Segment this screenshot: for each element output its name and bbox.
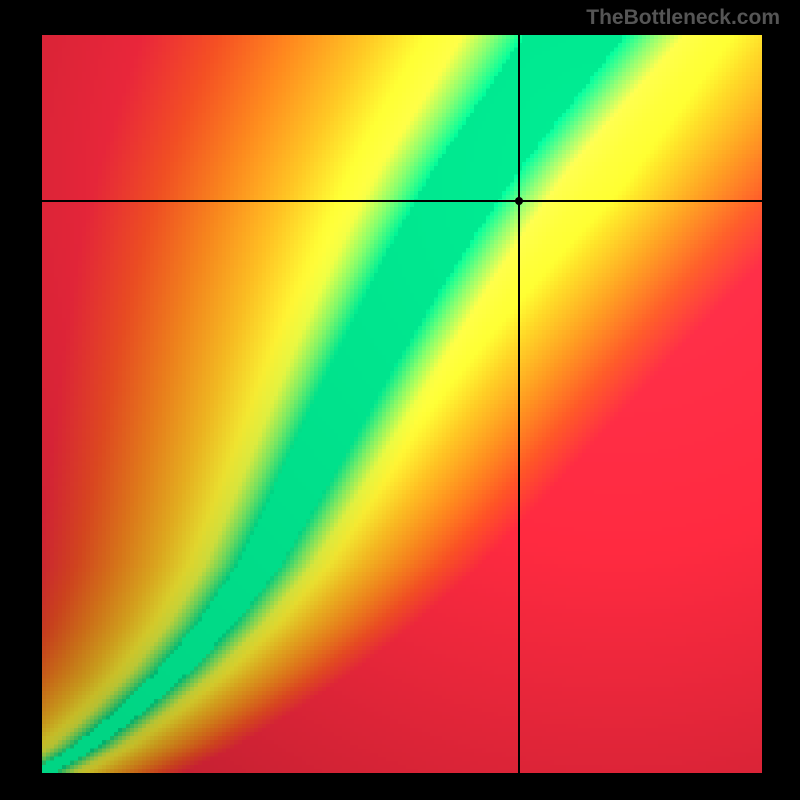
watermark-text: TheBottleneck.com [586, 6, 780, 30]
crosshair-marker [515, 197, 523, 205]
crosshair-vertical [518, 35, 520, 773]
chart-container: TheBottleneck.com [0, 0, 800, 800]
plot-area [42, 35, 762, 773]
crosshair-horizontal [42, 200, 762, 202]
heatmap-canvas [42, 35, 762, 773]
